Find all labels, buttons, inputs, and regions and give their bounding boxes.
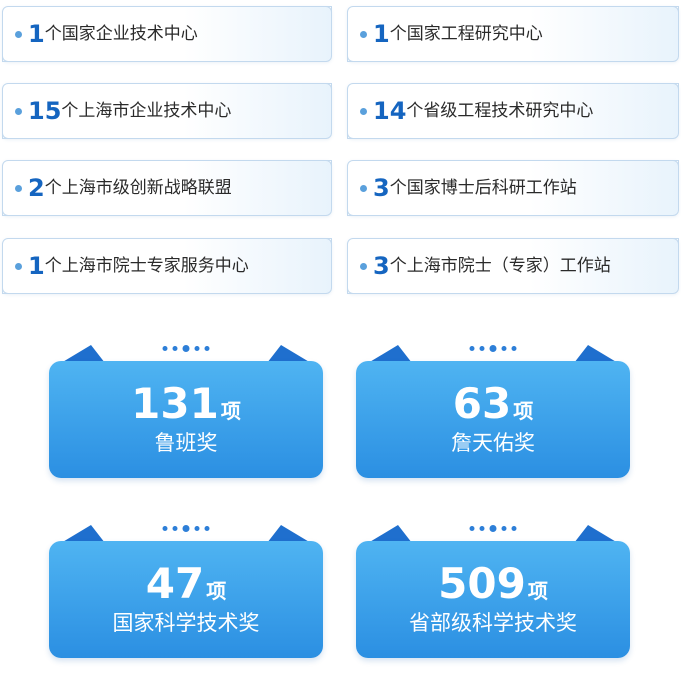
award-unit: 项: [220, 399, 241, 423]
center-count: 15: [28, 97, 62, 125]
center-count: 2: [28, 174, 45, 202]
card-tab-decoration: [574, 345, 618, 363]
center-label: 个国家博士后科研工作站: [389, 177, 577, 198]
award-name: 鲁班奖: [154, 431, 218, 455]
award-count: 47: [145, 559, 205, 608]
center-label: 个省级工程技术研究中心: [406, 100, 594, 121]
center-item: 2 个上海市级创新战略联盟: [2, 160, 332, 216]
center-label: 个上海市院士（专家）工作站: [389, 255, 611, 276]
card-tab-decoration: [574, 525, 618, 543]
center-item: 3 个上海市院士（专家）工作站: [347, 238, 679, 294]
card-tab-decoration: [61, 525, 105, 543]
bullet-dot-icon: [15, 184, 22, 192]
center-label: 个国家企业技术中心: [44, 23, 198, 44]
card-tab-decoration: [61, 345, 105, 363]
award-unit: 项: [206, 579, 227, 603]
center-item: 15 个上海市企业技术中心: [2, 83, 332, 139]
award-value: 47 项: [49, 563, 323, 605]
award-card-body: 131 项 鲁班奖: [49, 361, 323, 478]
award-count: 63: [452, 379, 512, 428]
award-name: 省部级科学技术奖: [409, 611, 577, 635]
award-card-body: 63 项 詹天佑奖: [356, 361, 630, 478]
award-card-zhantianyou: 63 项 詹天佑奖: [356, 345, 630, 478]
center-count: 14: [373, 97, 407, 125]
bullet-dot-icon: [360, 30, 367, 38]
bullet-dot-icon: [360, 184, 367, 192]
center-item: 14 个省级工程技术研究中心: [347, 83, 679, 139]
award-card-luban: 131 项 鲁班奖: [49, 345, 323, 478]
bullet-dot-icon: [15, 30, 22, 38]
dots-decoration-icon: [469, 345, 517, 352]
award-value: 63 项: [356, 383, 630, 425]
card-tab-decoration: [368, 345, 412, 363]
center-label: 个上海市企业技术中心: [61, 100, 232, 121]
bullet-dot-icon: [360, 107, 367, 115]
card-tab-decoration: [368, 525, 412, 543]
card-tab-decoration: [267, 345, 311, 363]
center-label: 个上海市级创新战略联盟: [44, 177, 232, 198]
bullet-dot-icon: [360, 262, 367, 270]
bullet-dot-icon: [15, 107, 22, 115]
award-card-provincial-science: 509 项 省部级科学技术奖: [356, 525, 630, 658]
award-card-national-science: 47 项 国家科学技术奖: [49, 525, 323, 658]
center-item: 3 个国家博士后科研工作站: [347, 160, 679, 216]
center-count: 1: [28, 252, 45, 280]
dots-decoration-icon: [162, 345, 210, 352]
dots-decoration-icon: [162, 525, 210, 532]
center-count: 3: [373, 252, 390, 280]
award-card-body: 509 项 省部级科学技术奖: [356, 541, 630, 658]
center-item: 1 个上海市院士专家服务中心: [2, 238, 332, 294]
center-count: 1: [28, 20, 45, 48]
card-tab-decoration: [267, 525, 311, 543]
award-card-body: 47 项 国家科学技术奖: [49, 541, 323, 658]
award-name: 詹天佑奖: [451, 431, 535, 455]
award-count: 131: [131, 379, 219, 428]
bullet-dot-icon: [15, 262, 22, 270]
center-item: 1 个国家企业技术中心: [2, 6, 332, 62]
award-value: 131 项: [49, 383, 323, 425]
award-value: 509 项: [356, 563, 630, 605]
award-name: 国家科学技术奖: [112, 611, 260, 635]
dots-decoration-icon: [469, 525, 517, 532]
center-label: 个上海市院士专家服务中心: [44, 255, 249, 276]
center-count: 1: [373, 20, 390, 48]
center-count: 3: [373, 174, 390, 202]
award-unit: 项: [513, 399, 534, 423]
center-item: 1 个国家工程研究中心: [347, 6, 679, 62]
center-label: 个国家工程研究中心: [389, 23, 543, 44]
award-unit: 项: [527, 579, 548, 603]
award-count: 509: [438, 559, 526, 608]
